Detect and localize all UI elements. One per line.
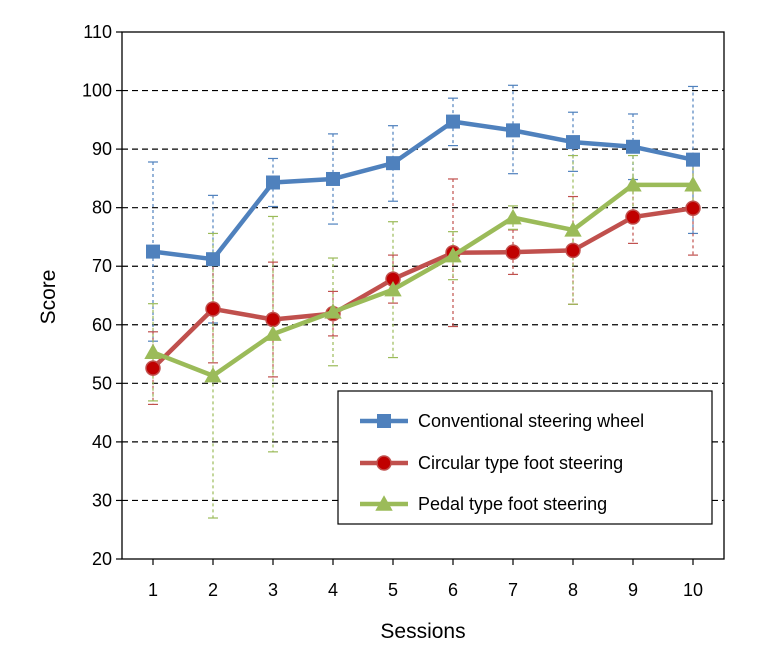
series-line-conventional <box>152 119 694 262</box>
y-tick-label-100: 100 <box>82 81 112 101</box>
point-conventional-10 <box>686 152 700 167</box>
point-pedal-10 <box>684 176 702 192</box>
y-axis-title: Score <box>37 270 60 325</box>
y-tick-label-90: 90 <box>92 139 112 159</box>
point-conventional-9 <box>626 139 640 154</box>
legend-marker-pedal <box>375 495 393 511</box>
x-tick-label-3: 3 <box>268 580 278 600</box>
y-tick-label-20: 20 <box>92 549 112 569</box>
point-circular-8 <box>565 242 581 259</box>
plot-area <box>121 31 725 560</box>
point-circular-7 <box>505 244 521 260</box>
y-tick-label-70: 70 <box>92 256 112 276</box>
y-tick-label-40: 40 <box>92 432 112 452</box>
point-conventional-8 <box>566 135 580 150</box>
point-conventional-4 <box>326 171 340 186</box>
point-conventional-1 <box>146 244 160 259</box>
point-conventional-2 <box>206 252 220 267</box>
x-tick-label-8: 8 <box>568 580 578 600</box>
point-pedal-2 <box>204 367 222 383</box>
legend-label-conventional: Conventional steering wheel <box>418 411 644 431</box>
point-pedal-3 <box>264 325 282 341</box>
legend: Conventional steering wheel Circular type… <box>337 390 713 525</box>
point-circular-9 <box>625 209 641 225</box>
point-pedal-9 <box>624 176 642 192</box>
x-tick-label-4: 4 <box>328 580 338 600</box>
y-tick-label-60: 60 <box>92 315 112 335</box>
x-tick-label-6: 6 <box>448 580 458 600</box>
point-conventional-3 <box>266 175 280 190</box>
point-pedal-4 <box>324 303 342 319</box>
y-tick-label-50: 50 <box>92 373 112 393</box>
x-tick-label-9: 9 <box>628 580 638 600</box>
point-conventional-5 <box>386 156 400 171</box>
point-pedal-7 <box>504 208 522 225</box>
series-line-pedal <box>152 182 693 378</box>
x-tick-label-10: 10 <box>683 580 703 600</box>
x-tick-label-7: 7 <box>508 580 518 600</box>
series-group <box>144 114 702 383</box>
point-conventional-6 <box>446 114 460 129</box>
legend-label-circular: Circular type foot steering <box>418 453 623 473</box>
axis-ticks: 20 30 40 50 60 70 80 90 100 110 1 2 3 4 5 6 7 8 9 10 <box>82 22 703 600</box>
x-tick-label-2: 2 <box>208 580 218 600</box>
point-circular-3 <box>265 311 281 328</box>
y-tick-label-30: 30 <box>92 490 112 510</box>
series-line-circular <box>151 206 694 370</box>
y-tick-label-110: 110 <box>83 22 112 42</box>
y-tick-label-80: 80 <box>92 198 112 218</box>
legend-label-pedal: Pedal type foot steering <box>418 494 607 514</box>
point-circular-10 <box>685 200 701 217</box>
point-pedal-5 <box>384 280 402 297</box>
point-pedal-6 <box>444 246 462 263</box>
x-tick-label-5: 5 <box>388 580 398 600</box>
x-axis-title: Sessions <box>380 620 465 643</box>
point-pedal-8 <box>564 221 582 237</box>
legend-marker-circular <box>376 455 392 471</box>
x-tick-label-1: 1 <box>148 580 158 600</box>
point-pedal-1 <box>144 343 162 359</box>
point-circular-2 <box>205 301 221 317</box>
point-conventional-7 <box>506 123 520 138</box>
legend-marker-conventional <box>377 414 391 428</box>
point-circular-1 <box>145 360 161 376</box>
